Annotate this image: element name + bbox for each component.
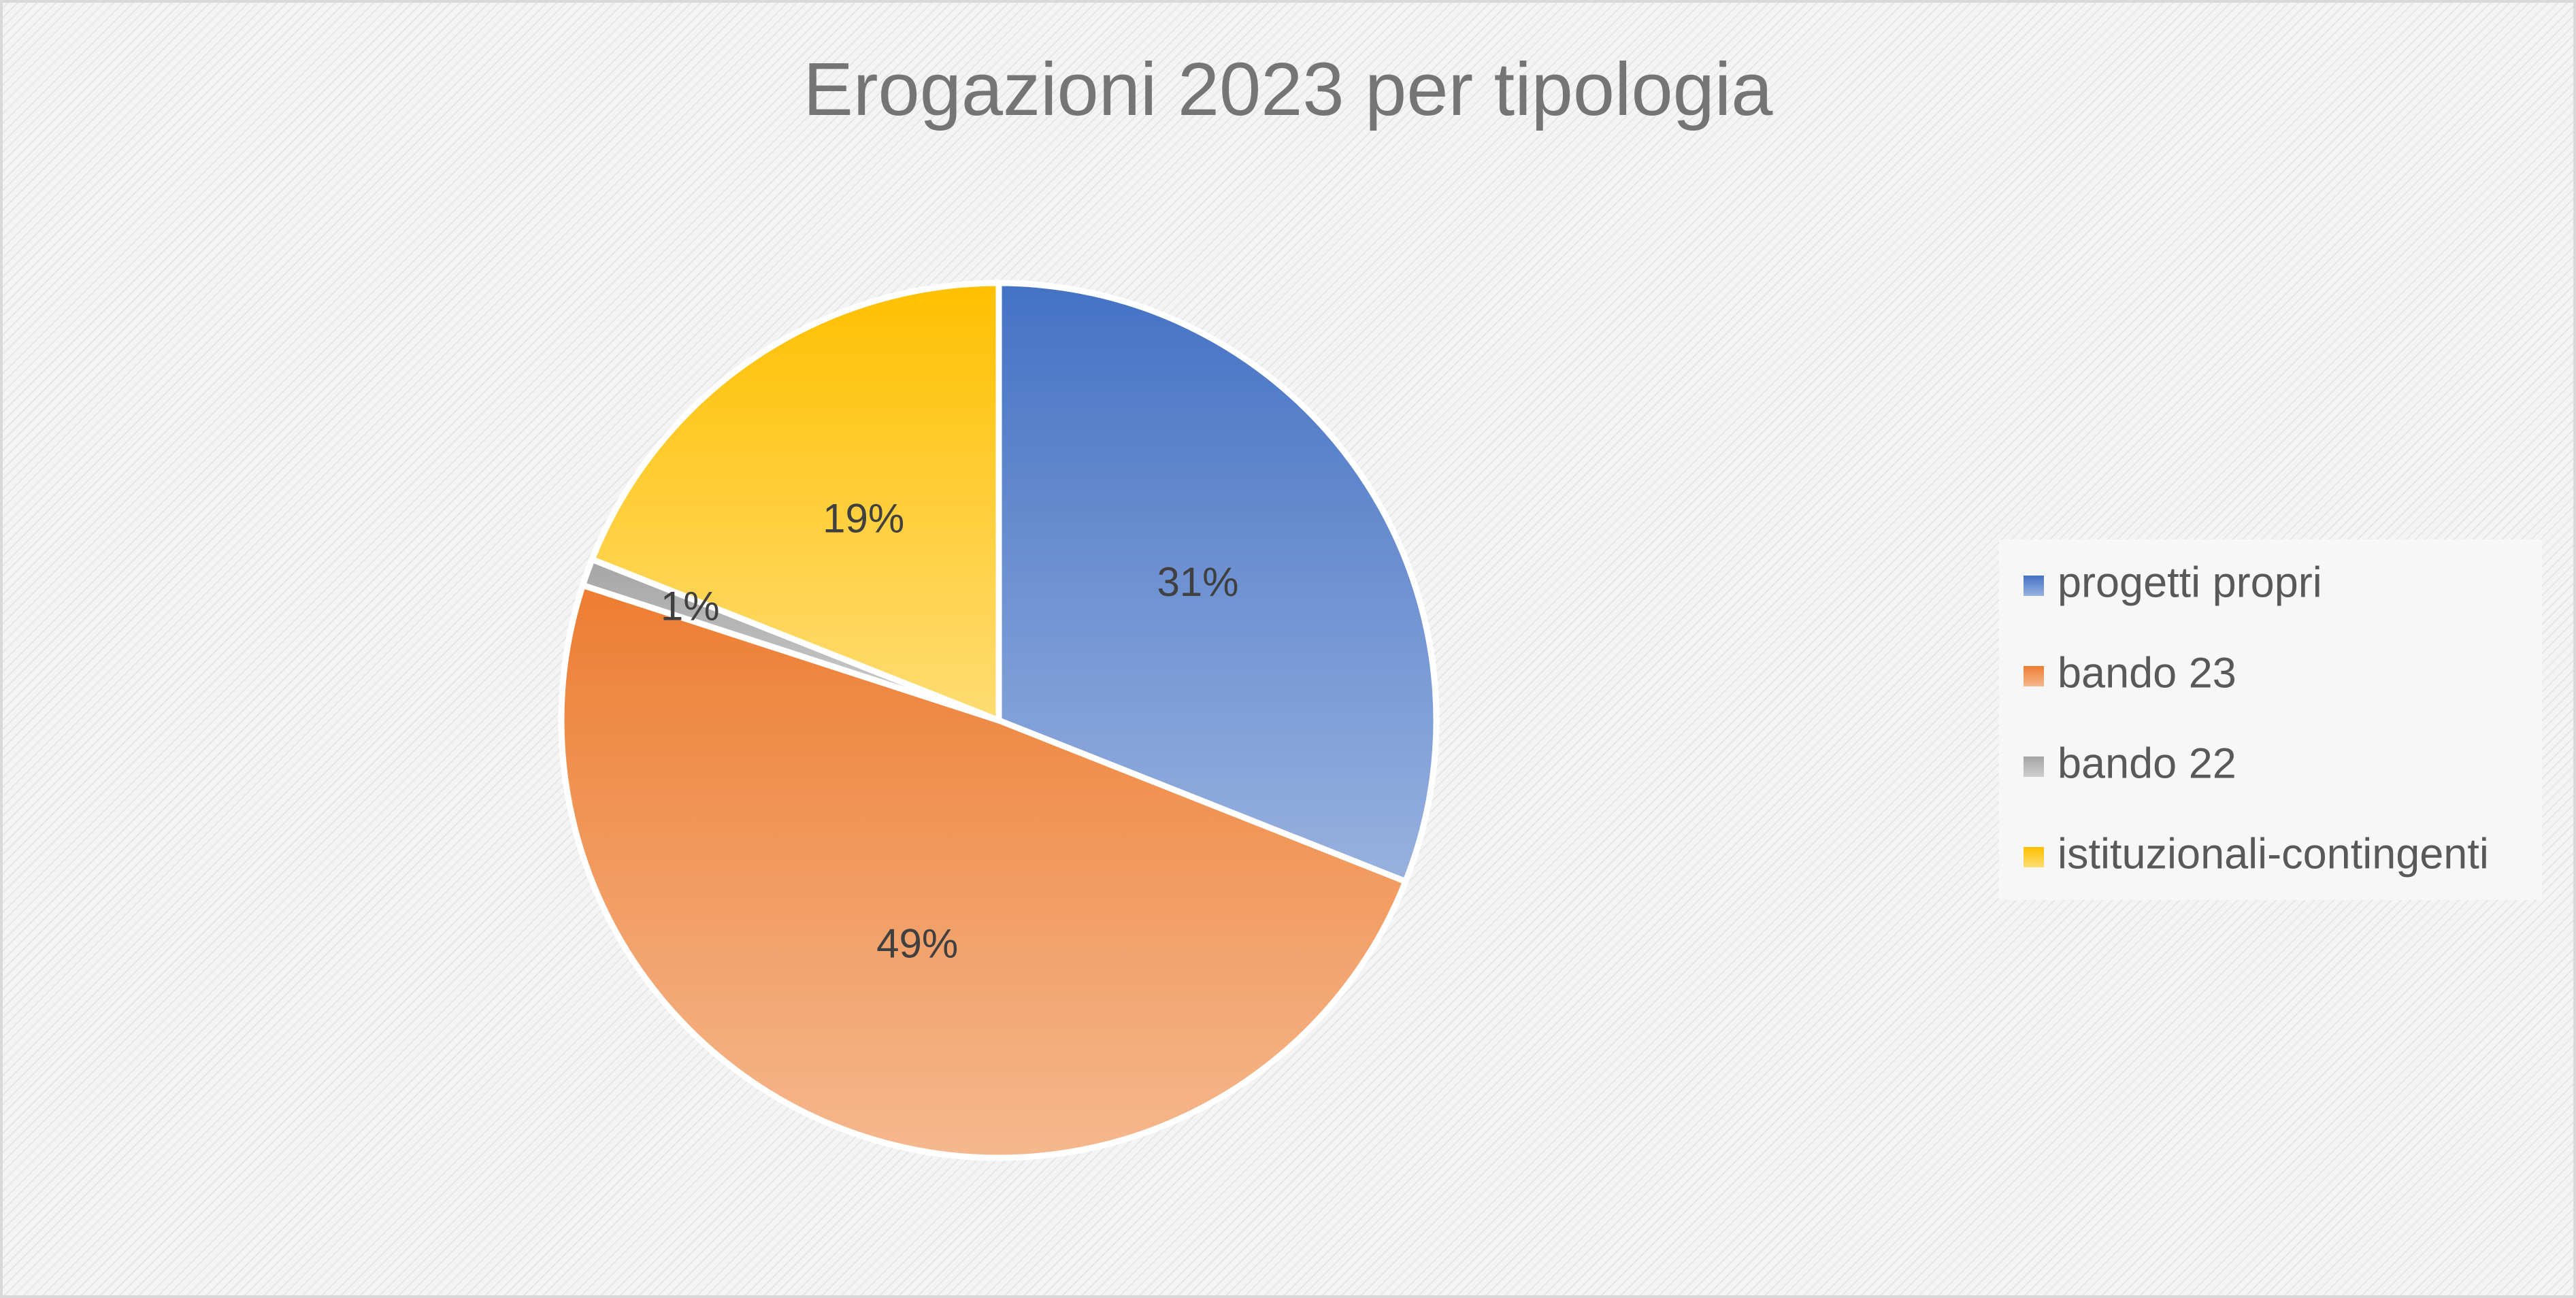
legend-label: progetti propri (2058, 559, 2322, 607)
pie-slice (589, 280, 1002, 724)
legend-swatch (2024, 756, 2044, 777)
data-label: 31% (1157, 559, 1238, 605)
legend-swatch (2024, 847, 2044, 867)
legend-label: bando 23 (2058, 650, 2236, 697)
legend-label: bando 22 (2058, 740, 2236, 788)
legend-label: istituzionali-contingenti (2058, 831, 2489, 878)
data-label: 19% (823, 495, 904, 541)
legend-swatch (2024, 666, 2044, 686)
pie-slice (558, 582, 1409, 1161)
data-label: 49% (876, 921, 958, 967)
legend-swatch (2024, 576, 2044, 596)
data-label: 1% (661, 583, 720, 629)
chart-title: Erogazioni 2023 per tipologia (804, 48, 1774, 131)
legend-box (1999, 539, 2542, 900)
pie-slice (995, 280, 1440, 885)
